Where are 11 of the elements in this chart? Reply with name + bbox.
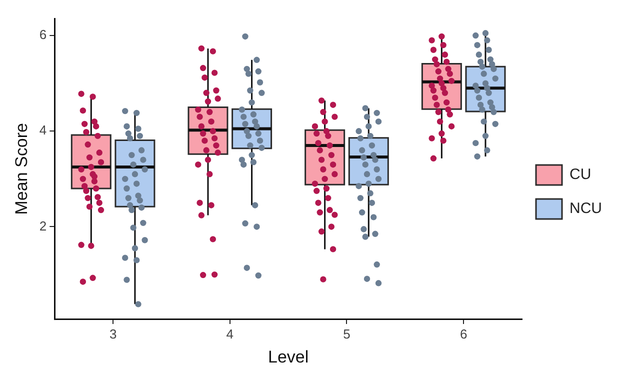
y-tick-label: 6: [39, 27, 47, 42]
x-tick-label: 4: [226, 326, 234, 342]
x-tick-label: 5: [343, 326, 350, 342]
legend-label: CU: [570, 166, 592, 184]
y-tick-label: 2: [39, 218, 47, 234]
y-tick-label: 4: [39, 122, 47, 138]
x-axis-title: Level: [268, 347, 309, 366]
x-tick-label: 3: [109, 326, 117, 342]
x-tick-label: 6: [460, 326, 468, 342]
legend-label: NCU: [570, 200, 602, 218]
y-axis-title: Mean Score: [12, 123, 31, 215]
